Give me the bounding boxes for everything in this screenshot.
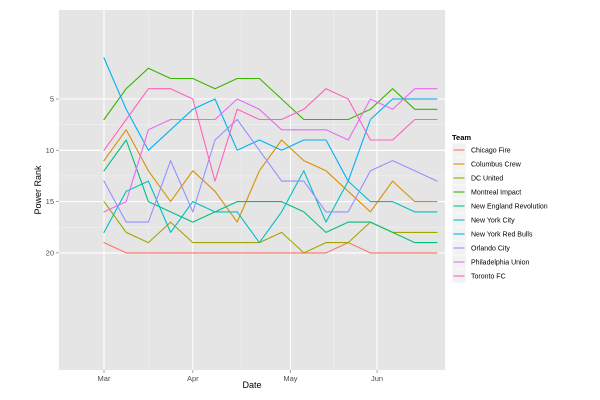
legend-item-toronto-fc: Toronto FC: [451, 268, 506, 284]
series-line-toronto-fc: [103, 88, 438, 182]
plot-panel: [59, 10, 445, 370]
series-line-orlando-city: [103, 118, 438, 223]
series-line-montreal-impact: [103, 67, 438, 121]
y-axis: 5 10 15 20: [46, 95, 59, 258]
legend-label: New York City: [471, 218, 515, 225]
y-tick-label: 20: [46, 249, 54, 258]
legend-label: Columbus Crew: [471, 162, 522, 169]
legend-label: Orlando City: [471, 246, 510, 253]
legend-label: Chicago Fire: [471, 148, 511, 155]
y-tick-label: 15: [46, 197, 54, 206]
legend-label: New England Revolution: [471, 204, 548, 211]
minor-gridlines: [59, 10, 445, 370]
legend-label: Toronto FC: [471, 274, 506, 281]
y-axis-title: Power Rank: [33, 165, 43, 215]
series-line-new-york-red-bulls: [103, 57, 438, 182]
legend-item-columbus-crew: Columbus Crew: [451, 156, 522, 172]
series-lines: [103, 57, 438, 254]
series-line-columbus-crew: [103, 129, 438, 223]
legend-item-chicago-fire: Chicago Fire: [451, 142, 511, 158]
legend-item-orlando-city: Orlando City: [451, 240, 510, 256]
series-line-new-york-city: [103, 170, 438, 244]
legend-label: New York Red Bulls: [471, 232, 533, 239]
legend-label: DC United: [471, 176, 503, 183]
x-axis: Mar Apr May Jun: [98, 370, 383, 383]
legend-item-dc-united: DC United: [451, 170, 503, 186]
legend-title: Team: [452, 133, 471, 142]
x-tick-label: May: [283, 374, 297, 383]
x-tick-label: Jun: [371, 374, 383, 383]
legend: Team Chicago Fire Columbus Crew DC United M…: [451, 133, 548, 284]
x-tick-label: Mar: [98, 374, 111, 383]
legend-item-philadelphia-union: Philadelphia Union: [451, 254, 529, 270]
legend-label: Philadelphia Union: [471, 260, 529, 267]
series-line-chicago-fire: [103, 242, 438, 254]
legend-item-new-england-revolution: New England Revolution: [451, 198, 548, 214]
legend-label: Montreal Impact: [471, 190, 521, 197]
legend-item-new-york-city: New York City: [451, 212, 515, 228]
y-tick-label: 5: [50, 95, 54, 104]
legend-item-montreal-impact: Montreal Impact: [451, 184, 521, 200]
x-axis-title: Date: [242, 380, 261, 390]
legend-item-new-york-red-bulls: New York Red Bulls: [451, 226, 533, 242]
x-tick-label: Apr: [187, 374, 199, 383]
y-tick-label: 10: [46, 146, 54, 155]
